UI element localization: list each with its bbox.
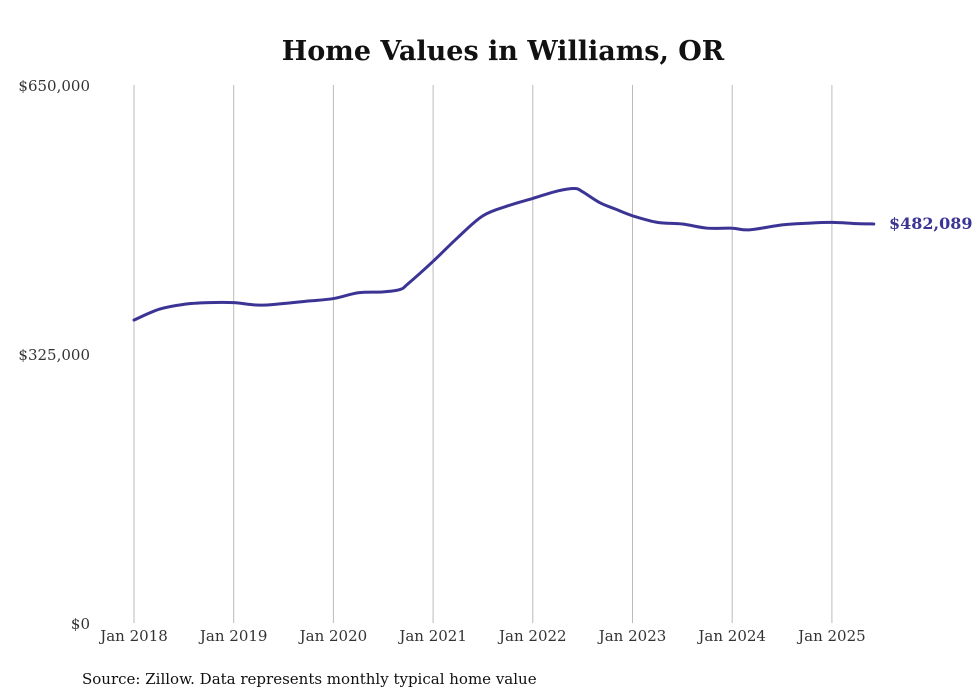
series-line-home-value [132,186,876,322]
y-axis: $0 $325,000 $650,000 [18,77,90,633]
end-value-label: $482,089 [889,214,973,233]
x-tick-label: Jan 2022 [497,627,567,645]
x-tick-label: Jan 2018 [98,627,168,645]
gridlines [133,85,833,623]
y-tick-label: $325,000 [18,346,90,364]
x-tick-label: Jan 2024 [696,627,766,645]
y-tick-label: $0 [71,615,90,633]
x-axis: Jan 2018 Jan 2019 Jan 2020 Jan 2021 Jan 2022… [98,627,865,645]
x-tick-label: Jan 2021 [397,627,467,645]
y-tick-label: $650,000 [18,77,90,95]
x-tick-label: Jan 2020 [298,627,368,645]
x-tick-label: Jan 2025 [796,627,866,645]
chart-title: Home Values in Williams, OR [282,36,725,67]
x-tick-label: Jan 2023 [597,627,667,645]
source-note: Source: Zillow. Data represents monthly … [82,670,537,688]
x-tick-label: Jan 2019 [198,627,268,645]
